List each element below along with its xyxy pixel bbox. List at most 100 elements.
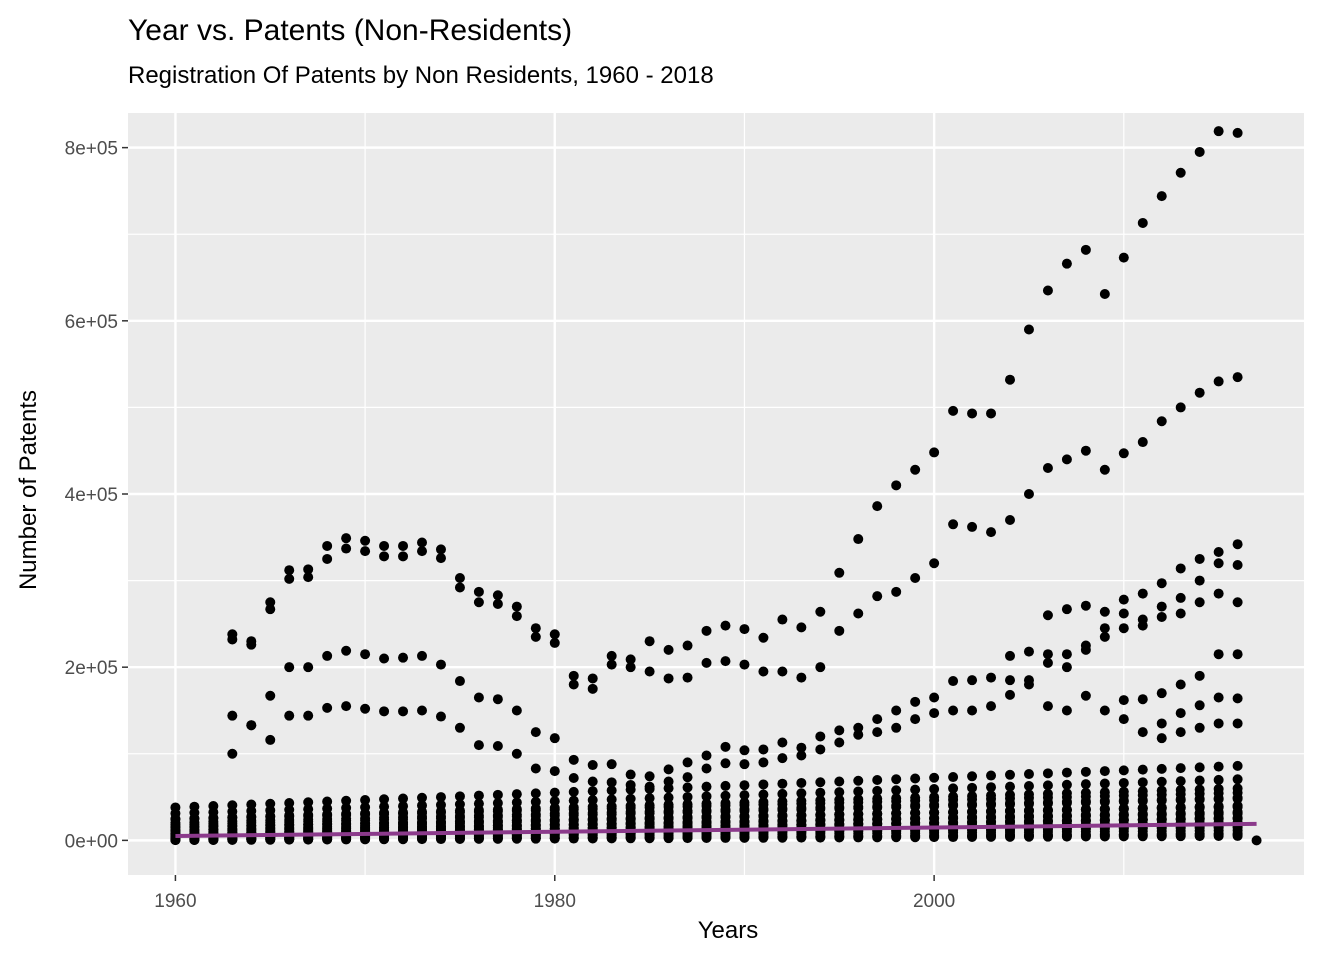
data-point [1099,623,1110,634]
y-tick-label: 0e+00 [65,831,118,852]
data-point [1194,597,1205,608]
data-point [1156,831,1167,842]
y-axis-ticks: 0e+00 2e+05 4e+05 6e+05 8e+05 [65,139,128,852]
data-point [1023,679,1034,690]
data-point [891,832,902,843]
data-point [796,742,807,753]
data-point [1099,464,1110,475]
data-point [1232,372,1243,383]
data-point [473,692,484,703]
data-point [625,654,636,665]
data-point [1232,760,1243,771]
data-point [625,784,636,795]
x-axis-title: Years [698,917,759,944]
data-point [948,676,959,687]
data-point [606,833,617,844]
data-point [587,833,598,844]
data-point [1156,763,1167,774]
data-point [815,787,826,798]
data-point [1099,766,1110,777]
data-point [853,729,864,740]
data-point [701,833,712,844]
data-point [910,464,921,475]
data-point [929,447,940,458]
data-point [1175,785,1186,796]
data-point [796,788,807,799]
y-tick-label: 6e+05 [65,312,118,333]
data-point [265,690,276,701]
data-point [986,408,997,419]
data-point [929,832,940,843]
data-point [568,833,579,844]
data-point [511,611,522,622]
chart-title: Year vs. Patents (Non-Residents) [128,14,572,47]
data-point [986,770,997,781]
data-point [530,788,541,799]
data-point [758,757,769,768]
data-point [739,624,750,635]
data-point [739,759,750,770]
data-point [606,785,617,796]
data-point [1175,831,1186,842]
data-point [777,666,788,677]
data-point [1099,631,1110,642]
data-point [872,501,883,512]
data-point [322,834,333,845]
data-point [492,833,503,844]
data-point [910,792,921,803]
y-tick-label: 2e+05 [65,658,118,679]
data-point [284,565,295,576]
data-point [1156,718,1167,729]
data-point [986,790,997,801]
data-point [246,720,257,731]
data-point [1118,714,1129,725]
data-point [1118,786,1129,797]
data-point [644,793,655,804]
data-point [834,794,845,805]
data-point [891,785,902,796]
chart-subtitle: Registration Of Patents by Non Residents… [128,62,714,89]
data-point [360,703,371,714]
data-point [379,794,390,805]
data-point [1213,831,1224,842]
data-point [1137,620,1148,631]
data-point [284,573,295,584]
data-point [435,834,446,845]
data-point [606,777,617,788]
data-point [1118,695,1129,706]
data-point [568,679,579,690]
data-point [322,650,333,661]
data-point [1042,788,1053,799]
data-point [1232,127,1243,138]
data-point [530,631,541,642]
data-point [1175,402,1186,413]
data-point [511,789,522,800]
data-point [948,832,959,843]
data-point [322,540,333,551]
data-point [758,744,769,755]
data-point [1118,594,1129,605]
data-point [398,706,409,717]
data-point [1042,610,1053,621]
data-point [796,832,807,843]
data-point [1213,718,1224,729]
data-point [625,793,636,804]
data-point [625,662,636,673]
data-point [1080,831,1091,842]
data-point [1023,324,1034,335]
data-point [758,666,769,677]
data-point [1175,167,1186,178]
data-point [284,710,295,721]
data-point [1099,606,1110,617]
data-point [1023,780,1034,791]
data-point [910,696,921,707]
data-point [1156,776,1167,787]
trend-line-group [175,821,1257,839]
data-point [246,834,257,845]
data-point [1137,694,1148,705]
data-point [1232,597,1243,608]
data-point [473,597,484,608]
data-point [322,702,333,713]
y-tick-label: 8e+05 [65,139,118,160]
data-point [853,832,864,843]
